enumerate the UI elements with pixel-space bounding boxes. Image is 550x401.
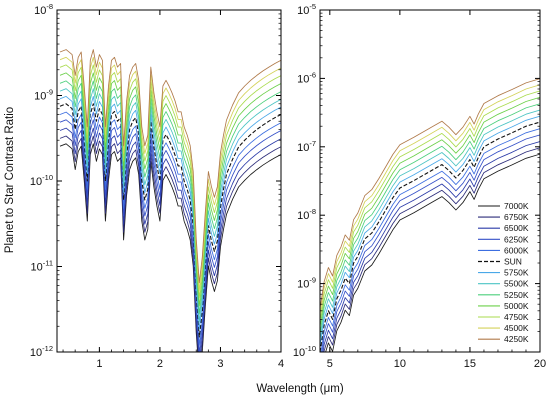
legend-label-5000k: 5000K [504, 301, 529, 311]
legend-label-4250k: 4250K [504, 334, 529, 344]
series-line-4250k [320, 78, 540, 309]
series-line-sun [59, 103, 281, 338]
series-line-6000k [59, 111, 281, 346]
x-axis-label: Wavelength (μm) [256, 383, 344, 395]
series-line-6750k [323, 147, 540, 352]
plot-frame [319, 9, 541, 353]
x-tick-label: 10 [394, 358, 406, 370]
series-line-6500k [322, 141, 540, 352]
series-line-5500k [59, 88, 281, 323]
legend-label-6250k: 6250K [504, 234, 529, 244]
series-line-5750k [320, 115, 540, 347]
legend-label-6000k: 6000K [504, 245, 529, 255]
series-line-4500k [320, 84, 540, 315]
legend-label-6500k: 6500K [504, 223, 529, 233]
series-line-6250k [321, 134, 540, 352]
y-tick-label: 10-11 [30, 259, 53, 274]
series-line-6000k [320, 128, 540, 352]
y-tick-label: 10-5 [297, 2, 316, 17]
series-line-6250k [59, 119, 281, 352]
series-group [59, 49, 281, 352]
series-line-5000k [59, 72, 281, 307]
y-tick-label: 10-7 [297, 139, 316, 154]
x-tick-label: 2 [157, 358, 163, 370]
series-line-5500k [320, 109, 540, 341]
y-tick-label: 10-12 [30, 344, 53, 359]
series-line-4500k [59, 56, 281, 291]
series-line-4750k [59, 64, 281, 299]
legend-label-4500k: 4500K [504, 323, 529, 333]
y-tick-label: 10-9 [34, 88, 53, 103]
x-tick-label: 4 [278, 358, 284, 370]
legend-label-sun: SUN [504, 257, 522, 267]
y-tick-label: 10-6 [297, 70, 316, 85]
x-tick-label: 20 [534, 358, 546, 370]
series-line-4250k [59, 49, 281, 284]
x-tick-label: 1 [96, 358, 102, 370]
legend-label-5250k: 5250K [504, 290, 529, 300]
legend-label-6750k: 6750K [504, 212, 529, 222]
legend-label-4750k: 4750K [504, 312, 529, 322]
series-line-5250k [320, 103, 540, 334]
series-line-5250k [59, 80, 281, 315]
series-line-5750k [59, 95, 281, 331]
y-tick-label: 10-9 [297, 276, 316, 291]
x-tick-label: 3 [217, 358, 223, 370]
y-tick-label: 10-10 [293, 344, 316, 359]
left-panel: 1 2 3 4 10-12 10-11 10-10 10-9 10-8 [30, 2, 284, 370]
y-tick-label: 10-8 [297, 207, 316, 222]
legend-label-5500k: 5500K [504, 279, 529, 289]
y-tick-label: 10-8 [34, 2, 53, 17]
series-group [320, 78, 540, 352]
x-tick-label: 5 [327, 358, 333, 370]
series-line-6750k [59, 135, 281, 352]
y-axis-label: Planet to Star Contrast Ratio [4, 107, 16, 253]
legend-label-7000k: 7000K [504, 201, 529, 211]
series-line-6500k [59, 127, 281, 352]
series-line-7000k [59, 143, 281, 352]
series-line-4750k [320, 90, 540, 321]
series-line-5000k [320, 96, 540, 328]
right-panel: 5 10 15 20 10-10 10-9 10-8 10-7 10-6 10-5 [293, 2, 546, 370]
series-line-sun [320, 121, 540, 352]
series-line-7000k [325, 153, 540, 352]
y-tick-label: 10-10 [30, 173, 53, 188]
legend-label-5750k: 5750K [504, 268, 529, 278]
x-tick-label: 15 [464, 358, 476, 370]
